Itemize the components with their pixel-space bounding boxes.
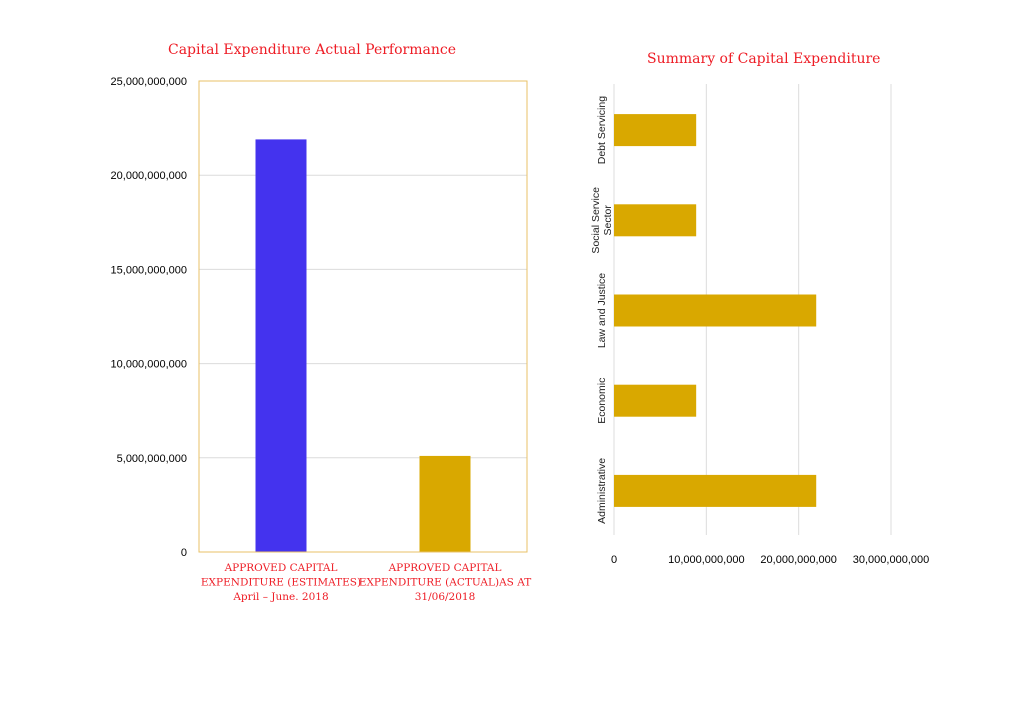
chart1-bar — [255, 139, 307, 553]
chart2-bar — [614, 294, 817, 327]
chart1-ytick-label: 0 — [181, 547, 187, 559]
chart1-ytick-label: 20,000,000,000 — [111, 170, 187, 182]
chart2-title: Summary of Capital Expenditure — [647, 51, 881, 67]
chart1-bar — [419, 455, 471, 552]
chart1-plot-frame — [198, 80, 528, 553]
chart2-xtick-label: 10,000,000,000 — [668, 554, 744, 566]
chart2-category-label: Debt Servicing — [596, 96, 608, 164]
chart2-bar — [614, 114, 697, 147]
chart2-xtick-label: 20,000,000,000 — [760, 554, 836, 566]
chart2-category-label: Law and Justice — [596, 273, 608, 348]
chart2-category-label: Sector — [602, 205, 614, 236]
chart2-xtick-label: 0 — [611, 554, 617, 566]
chart1-xtick-label: EXPENDITURE (ACTUAL)AS AT — [359, 577, 531, 589]
chart1-xtick-label: APPROVED CAPITAL — [388, 562, 502, 574]
chart1-xtick-label: April – June. 2018 — [232, 591, 328, 603]
chart1-ytick-label: 10,000,000,000 — [111, 359, 187, 371]
chart2-xtick-label: 30,000,000,000 — [853, 554, 929, 566]
chart2-category-label: Administrative — [596, 458, 608, 524]
chart1-xtick-label: 31/06/2018 — [415, 591, 476, 603]
chart2-bar — [614, 384, 697, 417]
chart1-ytick-label: 15,000,000,000 — [111, 264, 187, 276]
chart1-xtick-label: APPROVED CAPITAL — [224, 562, 338, 574]
chart1-xtick-label: EXPENDITURE (ESTIMATES) — [201, 577, 361, 589]
chart2-category-label: Economic — [596, 378, 608, 424]
chart1-title: Capital Expenditure Actual Performance — [168, 42, 456, 58]
chart1-ytick-label: 25,000,000,000 — [111, 76, 187, 88]
chart2-bar — [614, 204, 697, 237]
chart2-bar — [614, 474, 817, 507]
chart2-category-label: Social Service — [590, 187, 602, 254]
chart1-ytick-label: 5,000,000,000 — [117, 453, 187, 465]
